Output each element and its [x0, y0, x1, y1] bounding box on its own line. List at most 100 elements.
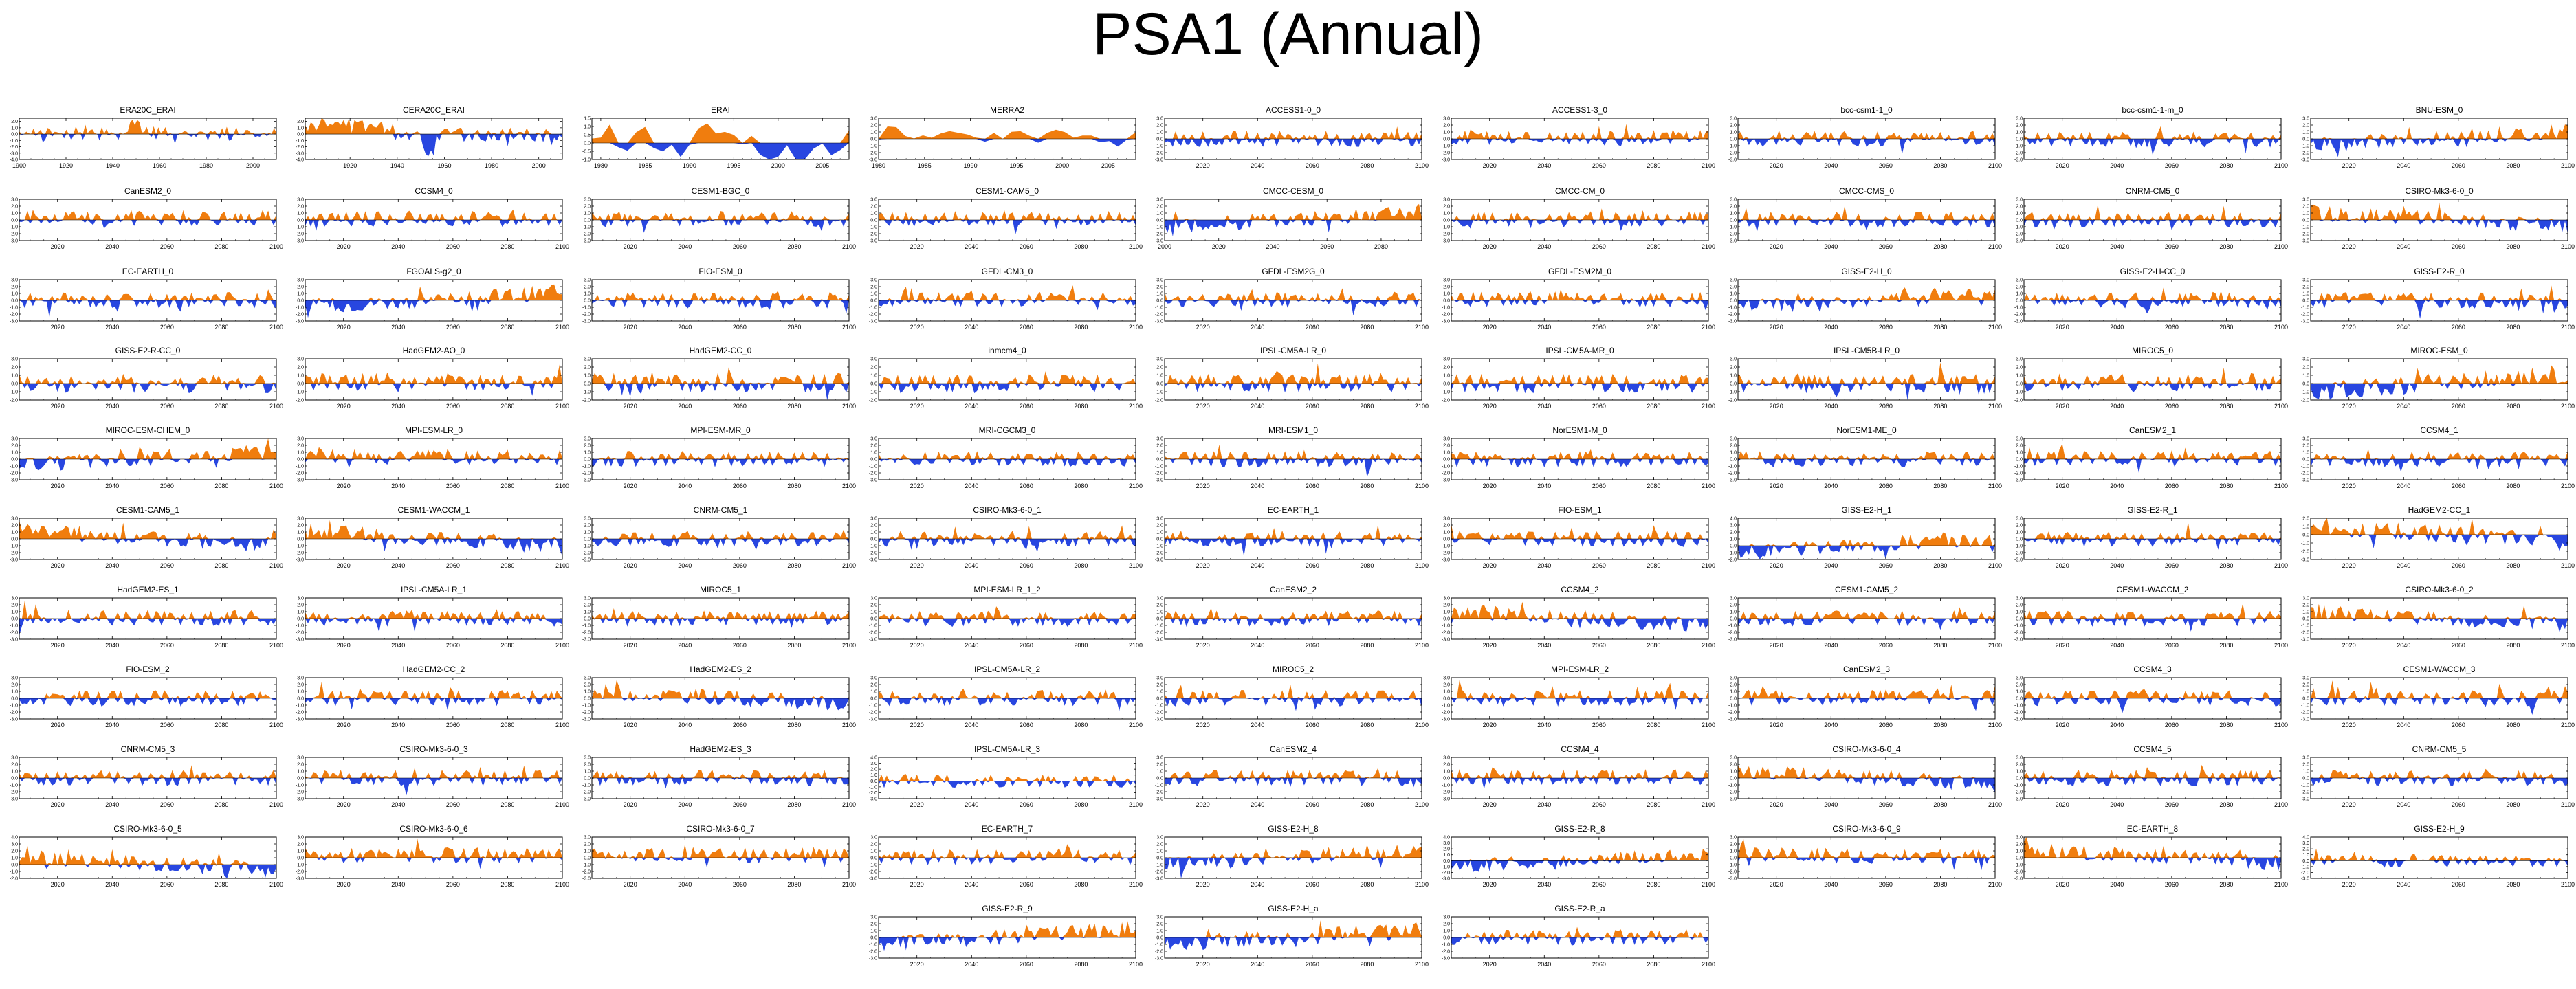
y-tick-label: 2.0	[297, 285, 304, 290]
positive-fill	[1165, 126, 1422, 139]
positive-fill	[2024, 204, 2281, 220]
y-tick-label: -2.0	[869, 711, 877, 715]
y-tick-label: 3.0	[584, 198, 591, 203]
panel-title: CESM1-CAM5_2	[1835, 585, 1898, 594]
positive-fill	[592, 211, 849, 220]
x-tick-label: 2040	[965, 482, 978, 489]
y-tick-label: 3.0	[1730, 357, 1737, 362]
negative-fill	[1738, 300, 1995, 313]
y-tick-label: -3.0	[1442, 638, 1450, 643]
positive-fill	[1451, 208, 1708, 220]
y-tick-label: 0.0	[584, 458, 591, 463]
y-tick-label: 3.0	[870, 437, 877, 442]
negative-fill	[592, 143, 849, 159]
y-tick-label: 0.0	[1730, 137, 1737, 142]
panel-CNRM-CM5_5: CNRM-CM5_5 3.0 2.0 1.0 0.0 -1.0 -2.0 -3.0 2020 20…	[2301, 744, 2575, 808]
x-tick-label: 2040	[1251, 722, 1264, 729]
negative-fill	[305, 619, 562, 632]
y-tick-label: -2.0	[2014, 631, 2023, 636]
y-tick-label: 2.0	[1730, 285, 1737, 290]
x-tick-label: 2000	[1055, 162, 1069, 169]
panel-GISS-E2-H-CC_0: GISS-E2-H-CC_0 3.0 2.0 1.0 0.0 -1.0 -2.0 -3.0 20…	[2014, 267, 2288, 331]
y-tick-label: -3.0	[296, 239, 304, 244]
panel-IPSL-CM5A-LR_2: IPSL-CM5A-LR_2 3.0 2.0 1.0 0.0 -1.0 -2.0 -3.0 20…	[869, 665, 1143, 729]
y-tick-label: 1.0	[11, 451, 18, 456]
y-tick-label: 0.0	[2302, 777, 2309, 781]
x-tick-label: 2020	[2342, 562, 2356, 569]
y-tick-label: -1.0	[1728, 624, 1737, 629]
y-tick-label: 2.0	[297, 524, 304, 529]
y-tick-label: -1.0	[1728, 390, 1737, 395]
x-tick-label: 2080	[2219, 482, 2233, 489]
y-tick-label: 3.0	[584, 437, 591, 442]
x-tick-label: 2040	[678, 722, 692, 729]
positive-fill	[2024, 522, 2281, 539]
y-tick-label: 3.0	[2016, 278, 2023, 283]
positive-fill	[1738, 685, 1995, 698]
y-tick-label: -2.0	[1728, 399, 1737, 403]
x-tick-label: 2060	[2165, 562, 2179, 569]
y-tick-label: -1.0	[582, 784, 591, 788]
y-tick-label: -1.0	[1442, 465, 1450, 469]
negative-fill	[2311, 698, 2568, 715]
y-tick-label: 2.0	[1156, 444, 1163, 449]
panel-CanESM2_3: CanESM2_3 3.0 2.0 1.0 0.0 -1.0 -2.0 -3.0 2020 204…	[1728, 665, 2002, 729]
panel-title: HadGEM2-AO_0	[403, 346, 465, 355]
y-tick-label: -4.0	[296, 158, 304, 163]
y-tick-label: 0.0	[1443, 137, 1450, 142]
y-tick-label: 3.0	[584, 756, 591, 761]
y-tick-label: 1.0	[1443, 531, 1450, 535]
y-tick-label: 3.0	[1730, 676, 1737, 681]
negative-fill	[1165, 220, 1422, 237]
x-tick-label: 2100	[2274, 403, 2288, 410]
y-tick-label: 0.0	[2016, 458, 2023, 463]
y-tick-label: -2.0	[10, 399, 18, 403]
x-tick-label: 2060	[2165, 482, 2179, 489]
y-tick-label: 1.0	[584, 690, 591, 695]
y-tick-label: -3.0	[582, 797, 591, 802]
negative-fill	[1451, 539, 1708, 547]
y-tick-label: 2.0	[1156, 205, 1163, 210]
y-tick-label: -1.0	[1442, 544, 1450, 549]
y-tick-label: 4.0	[1730, 517, 1737, 522]
y-tick-label: -1.0	[1155, 624, 1163, 629]
x-tick-label: 2080	[1933, 801, 1947, 808]
panel-bcc-csm1-1-m_0: bcc-csm1-1-m_0 3.0 2.0 1.0 0.0 -1.0 -2.0 -3.0 20…	[2014, 105, 2288, 169]
y-tick-label: 1.0	[2302, 131, 2309, 135]
x-tick-label: 2080	[787, 642, 801, 649]
plot-frame	[1737, 518, 1996, 560]
panel-title: CSIRO-Mk3-6-0_5	[113, 824, 182, 834]
negative-fill	[305, 539, 562, 557]
x-tick-label: 1985	[638, 162, 652, 169]
panel-title: bcc-csm1-1_0	[1840, 105, 1893, 115]
y-tick-label: -3.0	[2301, 638, 2309, 643]
panel-title: MPI-ESM-LR_0	[405, 425, 463, 435]
y-tick-label: 0.0	[870, 458, 877, 463]
y-tick-label: -1.0	[2014, 544, 2023, 549]
y-tick-label: 3.0	[1156, 676, 1163, 681]
plot-frame	[591, 358, 850, 401]
y-tick-label: -2.0	[869, 399, 877, 403]
x-tick-label: 2020	[1483, 482, 1497, 489]
x-tick-label: 2100	[2274, 162, 2288, 169]
y-tick-label: -1.0	[2014, 225, 2023, 230]
y-tick-label: 3.0	[584, 676, 591, 681]
x-tick-label: 2080	[787, 722, 801, 729]
panel-title: IPSL-CM5A-LR_1	[401, 585, 467, 594]
y-tick-label: 2.0	[584, 763, 591, 768]
y-tick-label: -1.0	[2014, 704, 2023, 709]
x-tick-label: 2040	[105, 642, 119, 649]
panel-CanESM2_0: CanESM2_0 3.0 2.0 1.0 0.0 -1.0 -2.0 -3.0 2020 204…	[10, 186, 283, 250]
x-tick-label: 2080	[1647, 642, 1660, 649]
x-tick-label: 2020	[51, 642, 65, 649]
x-tick-label: 2100	[269, 801, 283, 808]
panel-title: CanESM2_4	[1270, 744, 1317, 754]
negative-fill	[1165, 778, 1422, 788]
positive-fill	[305, 609, 562, 619]
y-tick-label: -1.0	[2301, 144, 2309, 149]
x-tick-label: 2060	[1306, 642, 1319, 649]
y-tick-label: 3.0	[297, 198, 304, 203]
x-tick-label: 2060	[1020, 642, 1033, 649]
x-tick-label: 2060	[446, 403, 460, 410]
